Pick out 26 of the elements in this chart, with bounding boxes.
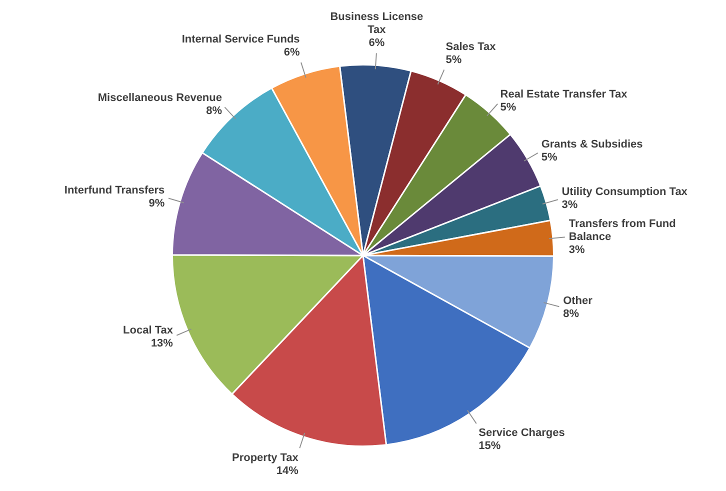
data-label: 9% <box>148 198 165 210</box>
slice-label: Business License Tax <box>330 11 424 36</box>
slice-label: Service Charges <box>478 426 565 439</box>
slice-label: Miscellaneous Revenue <box>98 92 222 104</box>
slice-label: Grants & Subsidies <box>541 138 643 150</box>
slice-label: Real Estate Transfer Tax <box>500 88 628 100</box>
data-label: 3% <box>562 199 578 212</box>
slice-label: Sales Tax <box>446 41 497 54</box>
data-label: 6% <box>368 37 385 50</box>
data-label: 6% <box>284 46 300 59</box>
data-label: 8% <box>563 308 580 320</box>
slice-label: Transfers from Fund Balance <box>568 218 676 243</box>
data-label: 8% <box>206 104 222 117</box>
data-label: 5% <box>500 101 516 114</box>
data-label: 5% <box>446 54 462 66</box>
data-label: 13% <box>150 337 174 350</box>
data-label: 3% <box>568 244 586 256</box>
slice-label: Local Tax <box>123 324 174 336</box>
data-label: 14% <box>276 464 299 477</box>
slice-label: Utility Consumption Tax <box>562 186 688 198</box>
slice-label: Other <box>563 295 594 308</box>
slice-label: Interfund Transfers <box>64 184 165 197</box>
slice-label: Property Tax <box>232 452 300 464</box>
data-label: 5% <box>541 151 558 164</box>
data-label: 15% <box>478 440 501 452</box>
slice-label: Internal Service Funds <box>182 34 300 46</box>
